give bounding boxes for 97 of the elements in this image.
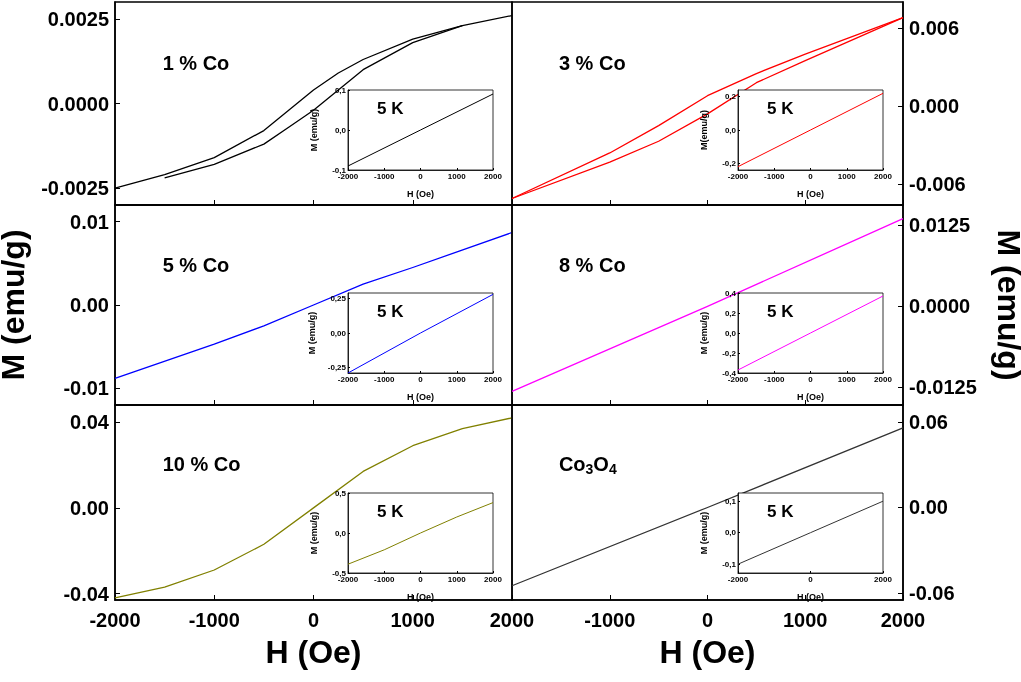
x-tick-label: -2000 bbox=[337, 374, 359, 384]
x-axis-title: H (Oe) bbox=[265, 634, 362, 670]
x-tick-label: 0 bbox=[418, 574, 424, 584]
x-tick-label: 2000 bbox=[880, 609, 926, 631]
y-axis-title: M (emu/g) bbox=[0, 229, 31, 381]
y-tick-label: -0,5 bbox=[332, 568, 347, 578]
x-tick-label: 0 bbox=[701, 609, 714, 631]
x-tick-label: -1000 bbox=[374, 171, 396, 181]
x-axis-title: H (Oe) bbox=[407, 391, 434, 402]
annotation: 5 K bbox=[377, 98, 405, 118]
x-tick-label: -2000 bbox=[727, 171, 749, 181]
x-tick-label: -2000 bbox=[727, 574, 749, 584]
y-tick-label: -0.01 bbox=[63, 377, 109, 400]
y-tick-label: -0.0025 bbox=[41, 177, 109, 200]
y-tick-label: 0,25 bbox=[330, 294, 347, 304]
y-tick-label: 0,0 bbox=[724, 328, 737, 338]
y-axis-title: M (emu/g) bbox=[698, 311, 709, 355]
x-axis-title: H (Oe) bbox=[797, 188, 824, 199]
x-tick-label: 0 bbox=[307, 609, 320, 631]
x-tick-label: 1000 bbox=[390, 609, 435, 631]
y-tick-label: -0,2 bbox=[722, 348, 737, 358]
x-tick-label: -2000 bbox=[89, 609, 141, 631]
y-tick-label: -0,2 bbox=[722, 158, 737, 168]
x-tick-label: 0 bbox=[808, 574, 814, 584]
y-tick-label: -0,4 bbox=[722, 368, 737, 378]
y-axis-title: M (emu/g) bbox=[308, 511, 319, 555]
x-axis-title: H (Oe) bbox=[659, 634, 756, 670]
annotation: 5 K bbox=[767, 98, 795, 118]
y-tick-label: 0.06 bbox=[909, 411, 948, 434]
y-tick-label: -0.04 bbox=[63, 582, 110, 605]
x-tick-label: 1000 bbox=[837, 171, 857, 181]
y-tick-label: 0.01 bbox=[70, 210, 109, 233]
y-axis-title: M (emu/g) bbox=[308, 108, 319, 152]
x-tick-label: 1000 bbox=[447, 171, 467, 181]
x-tick-label: 2000 bbox=[489, 609, 535, 631]
x-axis-title: H (Oe) bbox=[407, 591, 434, 602]
annotation: 5 K bbox=[767, 501, 795, 521]
y-tick-label: -0.06 bbox=[909, 581, 955, 604]
y-tick-label: 0.006 bbox=[909, 17, 960, 40]
y-tick-label: -0.006 bbox=[909, 173, 966, 196]
y-tick-label: 0,0 bbox=[334, 125, 347, 135]
annotation: 5 K bbox=[377, 301, 405, 321]
x-tick-label: 2000 bbox=[484, 574, 503, 584]
y-axis-title: M (emu/g) bbox=[307, 311, 318, 355]
y-tick-label: 0.0000 bbox=[909, 295, 971, 318]
y-tick-label: 0,0 bbox=[334, 528, 347, 538]
y-axis-title: M(emu/g) bbox=[698, 110, 709, 150]
y-tick-label: 0,4 bbox=[724, 288, 737, 298]
x-axis-title: H (Oe) bbox=[407, 188, 434, 199]
x-tick-label: 1000 bbox=[783, 609, 828, 631]
x-tick-label: 0 bbox=[808, 374, 814, 384]
y-tick-label: 0.0025 bbox=[47, 7, 109, 30]
x-tick-label: 2000 bbox=[874, 171, 893, 181]
y-tick-label: 0.0125 bbox=[909, 214, 971, 237]
x-tick-label: -1000 bbox=[188, 609, 240, 631]
y-tick-label: -0,25 bbox=[327, 362, 347, 372]
y-tick-label: 0.000 bbox=[909, 95, 960, 118]
annotation: 3 % Co bbox=[558, 51, 626, 74]
x-tick-label: 2000 bbox=[874, 574, 893, 584]
y-tick-label: -0,1 bbox=[722, 559, 737, 569]
y-tick-label: -0,1 bbox=[332, 165, 347, 175]
x-tick-label: 2000 bbox=[874, 374, 893, 384]
x-axis-title: H (Oe) bbox=[797, 591, 824, 602]
y-tick-label: -0.0125 bbox=[909, 376, 977, 399]
x-tick-label: 2000 bbox=[484, 171, 503, 181]
y-tick-label: 0.0000 bbox=[47, 92, 109, 115]
x-tick-label: 2000 bbox=[484, 374, 503, 384]
x-tick-label: -1000 bbox=[374, 574, 396, 584]
y-tick-label: 0,5 bbox=[334, 488, 347, 498]
y-tick-label: 0.00 bbox=[70, 496, 109, 519]
annotation: 5 % Co bbox=[162, 254, 230, 276]
annotation: 8 % Co bbox=[558, 254, 626, 276]
x-tick-label: 1000 bbox=[837, 374, 857, 384]
x-tick-label: -1000 bbox=[374, 374, 396, 384]
y-axis-title: M (emu/g) bbox=[698, 511, 709, 555]
x-tick-label: 1000 bbox=[447, 374, 467, 384]
x-tick-label: 0 bbox=[418, 374, 424, 384]
annotation: 10 % Co bbox=[162, 452, 241, 475]
x-tick-label: -1000 bbox=[584, 609, 636, 631]
y-tick-label: 0.00 bbox=[70, 294, 109, 316]
annotation: 5 K bbox=[767, 301, 795, 321]
x-tick-label: 1000 bbox=[447, 574, 467, 584]
annotation: 5 K bbox=[377, 501, 405, 521]
y-tick-label: 0,00 bbox=[330, 328, 347, 338]
x-axis-title: H (Oe) bbox=[797, 391, 824, 402]
y-tick-label: 0,1 bbox=[724, 496, 737, 506]
y-tick-label: 0,2 bbox=[724, 308, 737, 318]
x-tick-label: 0 bbox=[418, 171, 424, 181]
y-tick-label: 0.00 bbox=[909, 496, 948, 519]
y-tick-label: 0,0 bbox=[724, 528, 737, 538]
x-tick-label: 0 bbox=[808, 171, 814, 181]
annotation: 1 % Co bbox=[162, 51, 230, 74]
y-axis-title: M (emu/g) bbox=[991, 229, 1021, 381]
y-tick-label: 0,0 bbox=[724, 125, 737, 135]
x-tick-label: -1000 bbox=[764, 374, 786, 384]
x-tick-label: -1000 bbox=[764, 171, 786, 181]
y-tick-label: 0.04 bbox=[70, 411, 110, 434]
